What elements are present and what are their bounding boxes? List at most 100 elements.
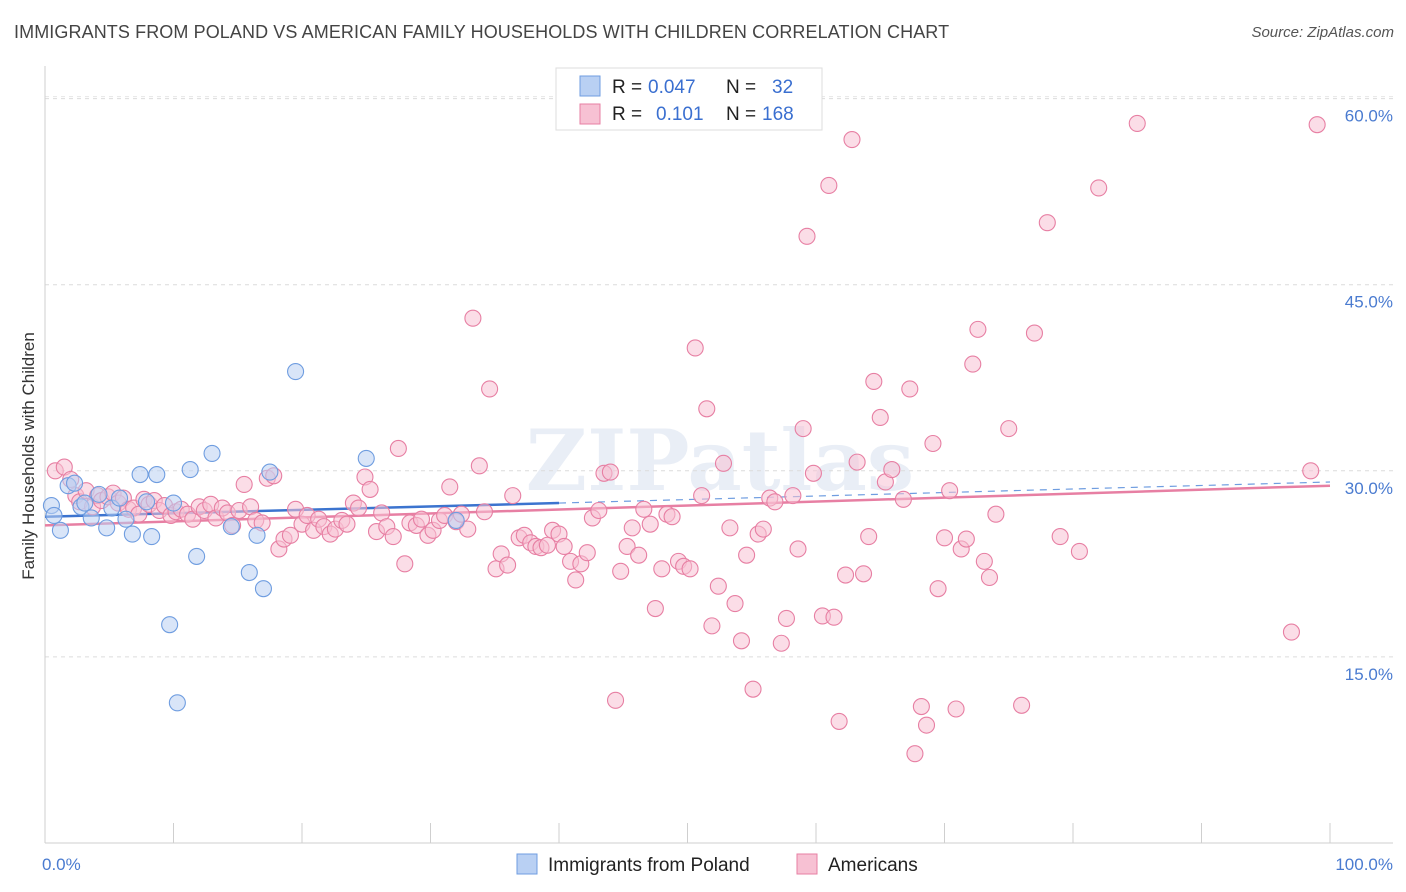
point-americans-94: [578, 544, 596, 562]
point-poland-9: [98, 519, 116, 537]
legend-n-label-1: N =: [726, 77, 756, 98]
point-americans-100: [612, 562, 630, 580]
point-americans-77: [481, 380, 499, 398]
y-tick-label-1: 30.0%: [1345, 479, 1393, 498]
point-americans-87: [538, 536, 556, 554]
point-poland-17: [148, 465, 166, 484]
point-poland-16: [143, 528, 161, 546]
point-americans-96: [590, 501, 608, 520]
legend-r-value-2: 0.101: [656, 104, 704, 125]
legend-n-value-2: 168: [762, 104, 794, 125]
point-poland-8: [90, 485, 108, 503]
point-americans-106: [646, 599, 664, 618]
point-americans-34: [235, 475, 253, 494]
point-americans-174: [1308, 116, 1326, 134]
trend-extension-poland: [558, 481, 1331, 504]
point-poland-11: [110, 489, 129, 507]
point-poland-24: [222, 518, 240, 536]
point-americans-139: [837, 566, 855, 584]
point-americans-138: [830, 712, 848, 730]
legend-n-value-1: 32: [772, 77, 793, 98]
point-americans-99: [606, 691, 625, 709]
point-poland-4: [66, 474, 84, 492]
point-americans-133: [798, 227, 816, 245]
point-americans-54: [349, 499, 368, 517]
point-poland-2: [51, 521, 69, 539]
point-americans-154: [929, 580, 947, 598]
point-americans-144: [865, 372, 883, 391]
point-americans-75: [470, 457, 488, 475]
point-americans-107: [653, 560, 671, 578]
point-poland-15: [137, 493, 156, 511]
point-americans-170: [1070, 542, 1088, 560]
legend-r-label-2: R =: [612, 104, 642, 125]
point-americans-162: [975, 552, 993, 570]
point-americans-148: [894, 490, 912, 508]
point-americans-118: [714, 454, 733, 472]
point-americans-137: [825, 608, 843, 626]
point-americans-116: [703, 617, 721, 635]
point-americans-163: [980, 568, 999, 587]
point-americans-151: [912, 697, 930, 716]
point-americans-56: [361, 480, 379, 498]
point-americans-76: [475, 503, 494, 521]
bottom-legend-swatch-poland: [516, 853, 538, 875]
point-americans-153: [924, 434, 942, 453]
point-poland-21: [181, 461, 199, 479]
point-americans-92: [567, 571, 585, 589]
x-tick-label-min: 0.0%: [42, 855, 81, 874]
point-americans-147: [883, 461, 901, 479]
point-americans-121: [732, 632, 751, 650]
point-americans-65: [412, 510, 431, 528]
point-poland-29: [287, 363, 305, 381]
point-americans-145: [871, 408, 889, 427]
point-americans-167: [1025, 324, 1043, 342]
point-americans-173: [1282, 623, 1300, 641]
legend-r-value-1: 0.047: [648, 77, 696, 98]
point-americans-161: [969, 320, 987, 338]
y-tick-label-3: 60.0%: [1345, 107, 1393, 126]
point-americans-109: [663, 508, 681, 526]
point-americans-101: [618, 537, 636, 556]
point-americans-165: [1000, 420, 1018, 438]
point-poland-25: [240, 563, 258, 582]
point-americans-113: [686, 339, 704, 357]
bottom-legend-swatch-americans: [796, 853, 818, 875]
point-americans-132: [794, 420, 812, 438]
point-americans-52: [338, 515, 356, 533]
point-americans-123: [744, 680, 762, 698]
y-tick-label-0: 15.0%: [1345, 665, 1393, 684]
top-legend: R = 0.047 N = 32 R = 0.101 N = 168: [555, 67, 823, 131]
point-poland-23: [203, 444, 221, 462]
point-americans-42: [281, 526, 299, 544]
point-americans-119: [721, 519, 739, 537]
point-americans-61: [389, 439, 407, 458]
point-americans-115: [698, 400, 716, 418]
point-americans-155: [935, 529, 954, 547]
point-poland-13: [123, 525, 141, 543]
point-americans-103: [630, 546, 648, 564]
point-americans-70: [441, 478, 459, 496]
bottom-legend: Immigrants from Poland Americans: [516, 853, 918, 876]
point-americans-60: [384, 528, 402, 546]
legend-swatch-americans: [579, 103, 601, 125]
point-americans-149: [901, 380, 919, 398]
point-americans-122: [738, 546, 756, 564]
legend-n-label-2: N =: [726, 104, 756, 125]
point-poland-26: [248, 526, 266, 544]
point-americans-140: [843, 131, 861, 149]
point-americans-90: [555, 537, 573, 556]
grid-lines: 15.0% 30.0% 45.0% 60.0%: [45, 96, 1393, 684]
point-americans-120: [726, 595, 744, 613]
point-americans-127: [766, 493, 784, 511]
point-americans-73: [459, 520, 477, 538]
point-poland-22: [188, 547, 206, 565]
point-americans-141: [848, 453, 866, 471]
point-americans-172: [1128, 114, 1146, 132]
point-americans-169: [1051, 528, 1069, 546]
point-americans-131: [789, 540, 807, 558]
bottom-legend-label-americans: Americans: [828, 855, 918, 876]
point-americans-160: [964, 355, 982, 373]
bottom-legend-label-poland: Immigrants from Poland: [548, 855, 750, 876]
